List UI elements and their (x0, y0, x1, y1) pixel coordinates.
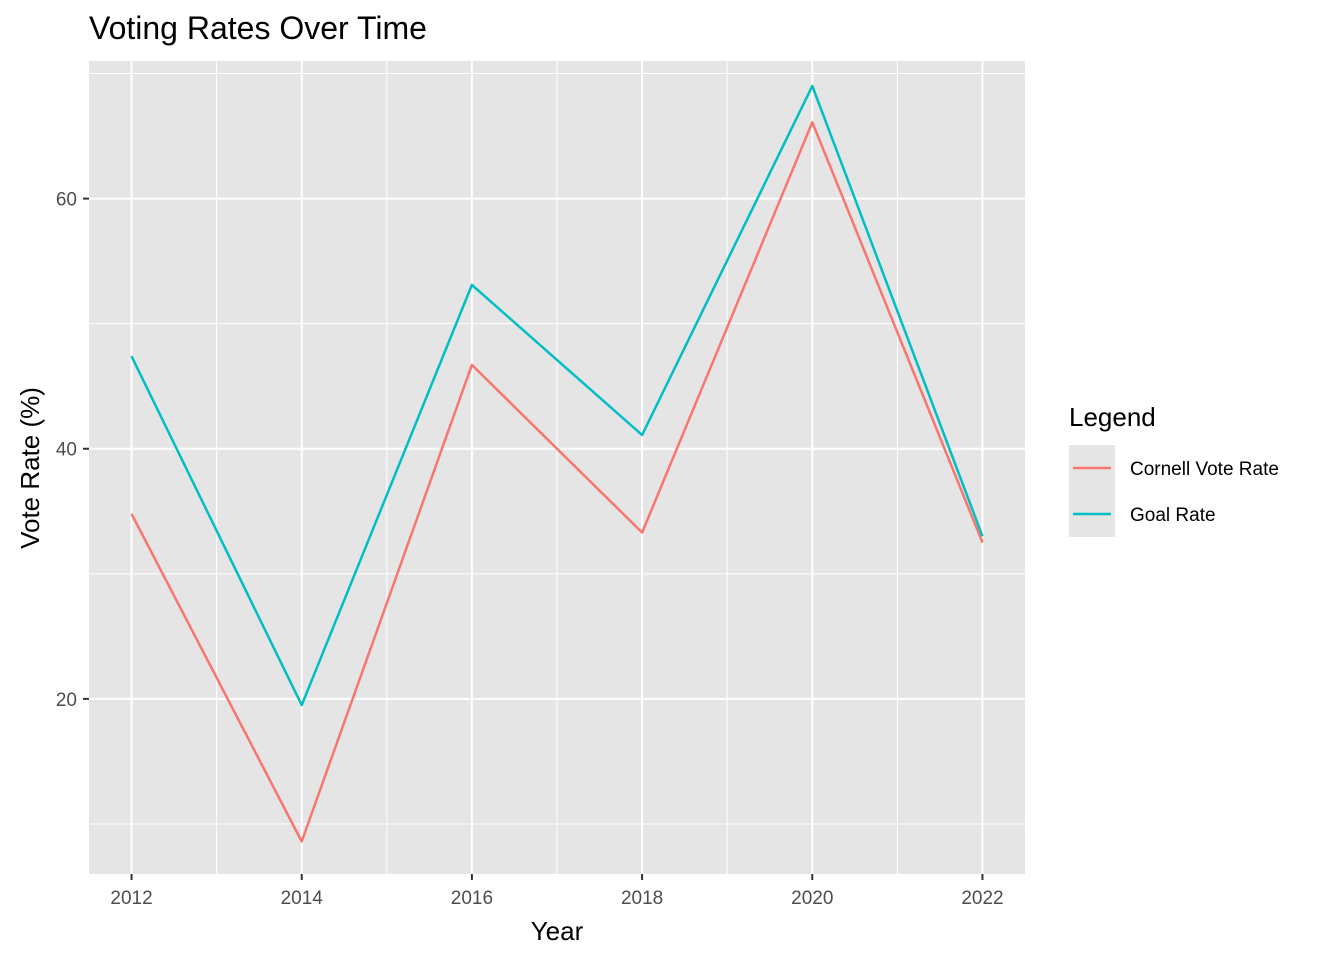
x-tick-label: 2014 (281, 888, 324, 909)
chart-title: Voting Rates Over Time (89, 10, 427, 46)
minor-gridlines (89, 61, 1025, 874)
y-axis-title: Vote Rate (%) (15, 387, 45, 549)
y-tick-label: 40 (56, 440, 77, 461)
x-axis-title: Year (531, 916, 584, 946)
series-lines (130, 84, 984, 843)
legend: Legend Cornell Vote Rate Goal Rate (1069, 402, 1279, 537)
x-tick-label: 2018 (621, 888, 663, 909)
y-tick-label: 20 (56, 690, 77, 711)
series-line-1 (130, 84, 984, 707)
x-tick-label: 2016 (451, 888, 493, 909)
major-gridlines (89, 61, 1025, 874)
legend-items: Cornell Vote Rate Goal Rate (1069, 445, 1279, 537)
x-tick-label: 2020 (791, 888, 833, 909)
legend-label: Cornell Vote Rate (1130, 459, 1279, 480)
y-tick-label: 60 (56, 190, 77, 211)
x-axis-ticks: 2012 2014 2016 2018 2020 2022 (110, 874, 1004, 909)
x-tick-label: 2012 (110, 888, 152, 909)
legend-label: Goal Rate (1130, 505, 1216, 526)
legend-title: Legend (1069, 402, 1156, 432)
series-line-0 (130, 121, 984, 843)
x-tick-label: 2022 (961, 888, 1003, 909)
y-axis-ticks: 20 40 60 (56, 190, 89, 711)
